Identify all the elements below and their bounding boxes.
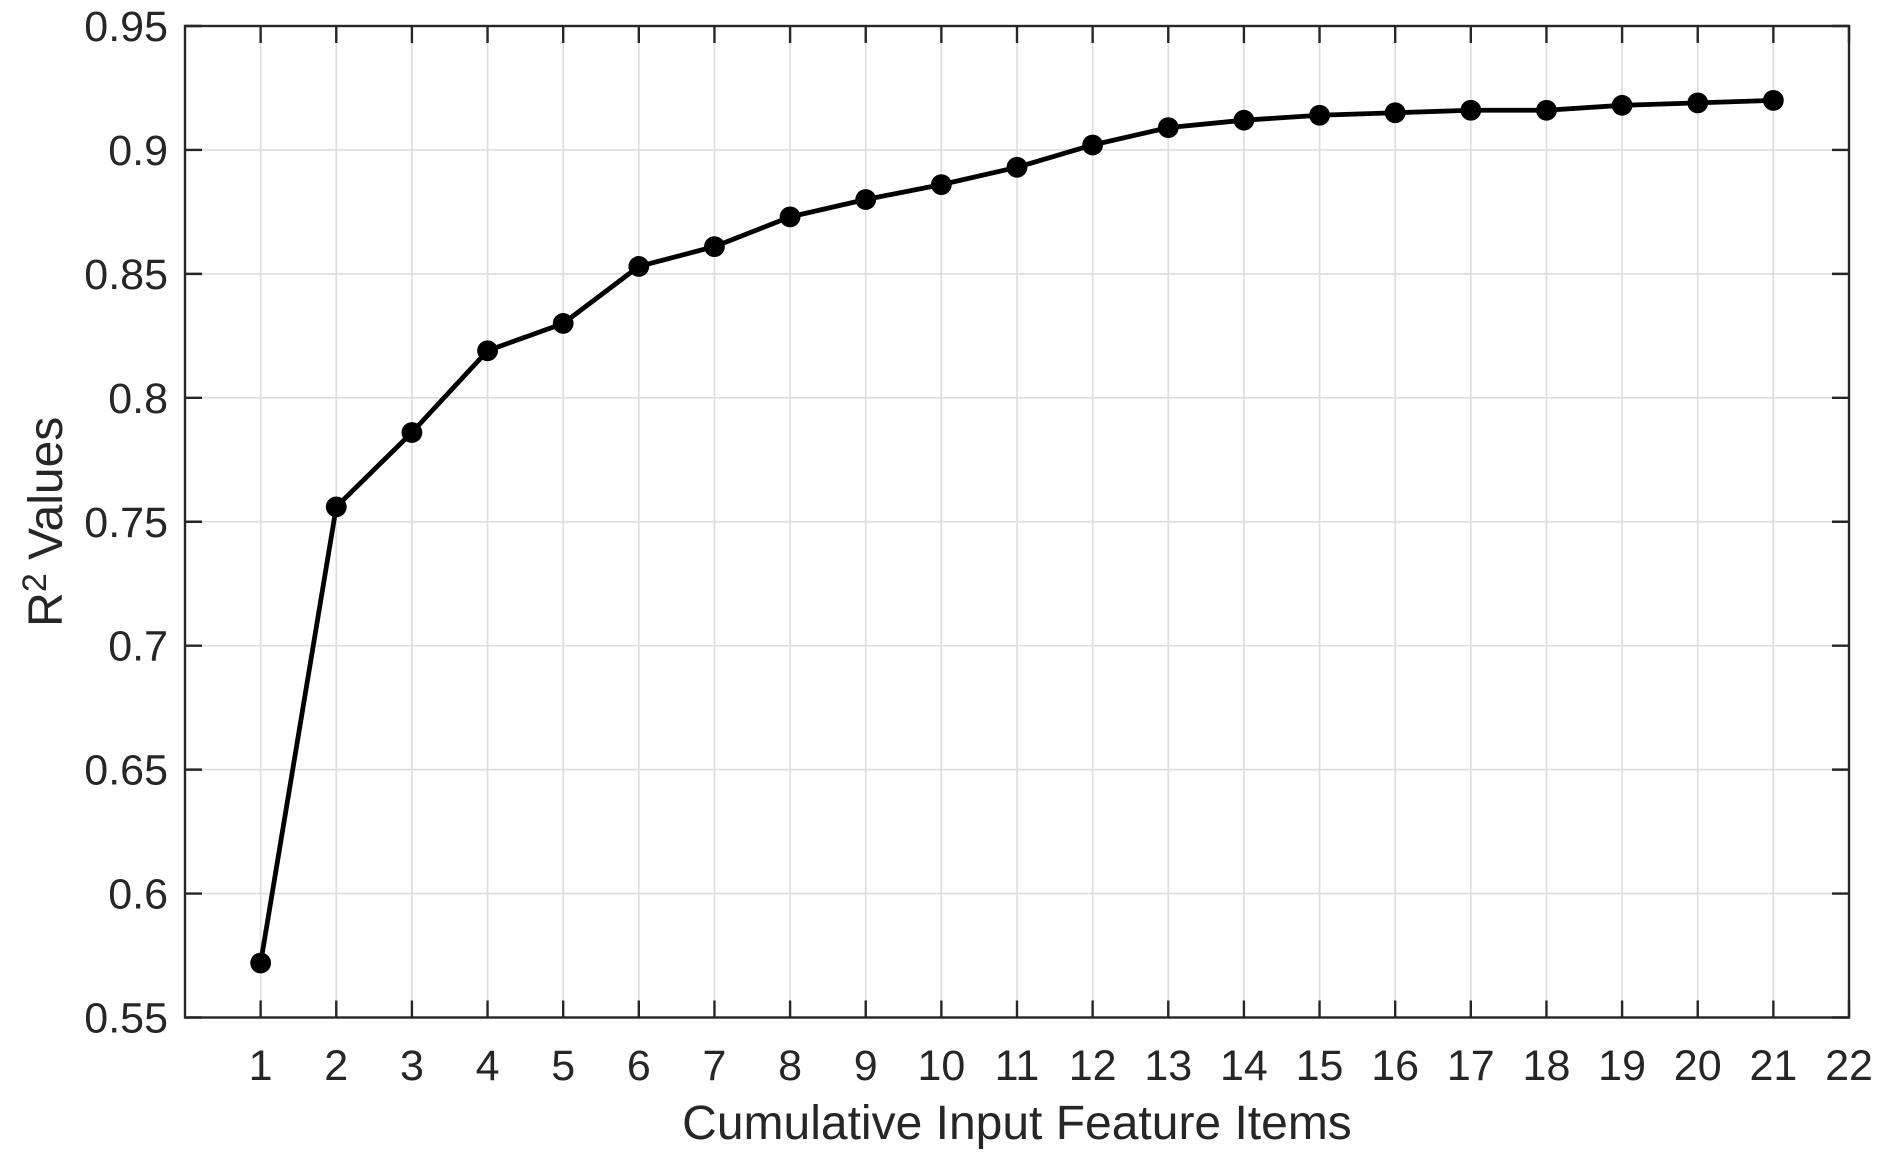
x-tick-label: 22 <box>1825 1042 1873 1090</box>
x-tick-label: 12 <box>1069 1042 1117 1090</box>
x-tick-label: 15 <box>1296 1042 1344 1090</box>
data-point <box>325 496 347 518</box>
x-tick-label: 19 <box>1598 1042 1646 1090</box>
data-point <box>1006 156 1028 178</box>
y-tick-label: 0.55 <box>84 995 168 1043</box>
data-point <box>477 340 498 362</box>
y-tick-label: 0.6 <box>108 871 168 919</box>
data-point <box>401 422 423 443</box>
data-point <box>1082 134 1104 156</box>
data-point <box>1233 109 1255 131</box>
x-tick-label: 16 <box>1371 1042 1419 1090</box>
x-tick-label: 3 <box>400 1042 424 1090</box>
data-point <box>1309 104 1330 126</box>
x-tick-label: 20 <box>1674 1042 1722 1090</box>
x-tick-label: 18 <box>1523 1042 1571 1090</box>
data-point <box>552 313 574 334</box>
x-tick-label: 10 <box>917 1042 965 1090</box>
data-point <box>1157 117 1179 139</box>
x-tick-label: 13 <box>1144 1042 1192 1090</box>
y-tick-label: 0.65 <box>84 747 168 795</box>
y-tick-label: 0.7 <box>108 623 168 671</box>
x-tick-label: 6 <box>627 1042 651 1090</box>
y-tick-label: 0.95 <box>84 3 168 51</box>
x-tick-label: 1 <box>249 1042 273 1090</box>
y-tick-label: 0.8 <box>108 375 168 423</box>
x-tick-label: 8 <box>778 1042 802 1090</box>
data-point <box>779 206 801 228</box>
data-point <box>1536 99 1557 121</box>
y-tick-label: 0.85 <box>84 251 168 299</box>
data-point <box>855 189 877 210</box>
x-tick-label: 9 <box>854 1042 878 1090</box>
data-point <box>704 236 725 258</box>
data-point <box>930 174 952 196</box>
x-tick-label: 4 <box>476 1042 500 1090</box>
data-point <box>1611 94 1633 116</box>
x-tick-label: 14 <box>1220 1042 1268 1090</box>
y-axis-label: R2 Values <box>16 417 73 627</box>
x-tick-label: 21 <box>1749 1042 1797 1090</box>
x-tick-label: 17 <box>1447 1042 1495 1090</box>
data-point <box>1460 99 1482 121</box>
x-axis-label: Cumulative Input Feature Items <box>682 1097 1352 1150</box>
y-tick-label: 0.75 <box>84 499 168 547</box>
data-point <box>1762 89 1784 111</box>
x-tick-label: 5 <box>551 1042 575 1090</box>
x-tick-label: 2 <box>324 1042 348 1090</box>
y-tick-label: 0.9 <box>108 127 168 175</box>
data-point <box>1687 92 1709 114</box>
x-tick-label: 11 <box>995 1042 1040 1090</box>
data-point <box>250 952 272 974</box>
x-tick-label: 7 <box>702 1042 726 1090</box>
data-point <box>628 256 650 277</box>
data-point <box>1384 102 1406 124</box>
